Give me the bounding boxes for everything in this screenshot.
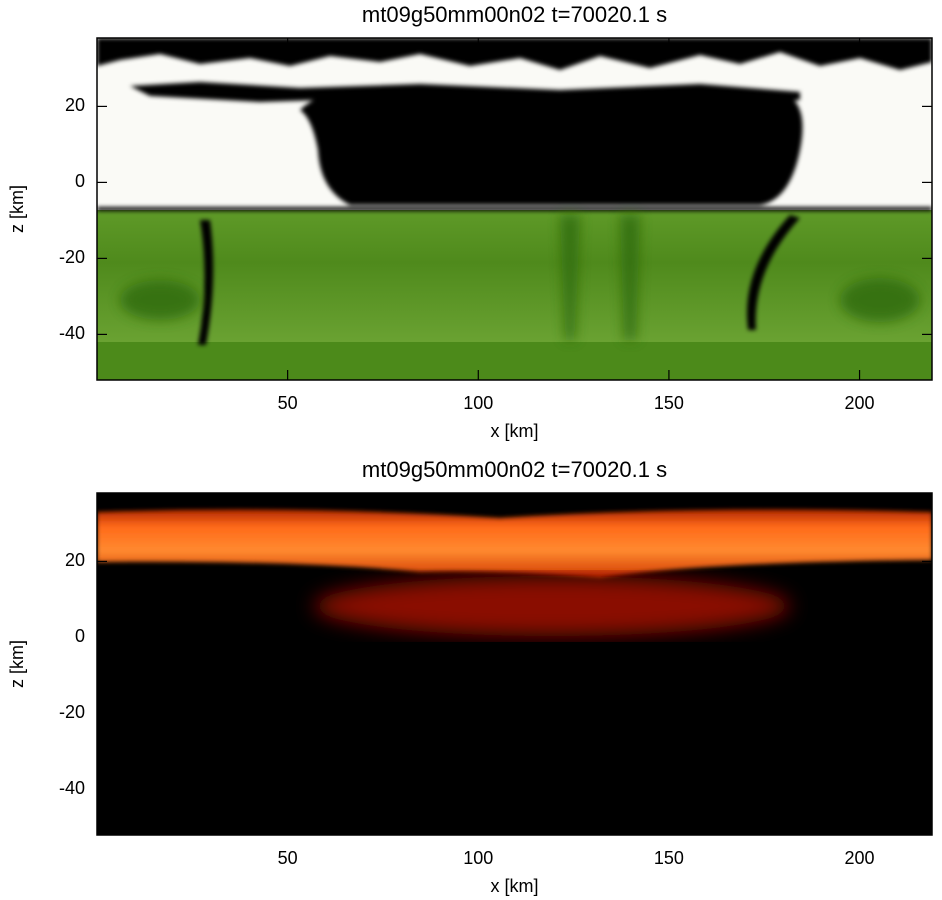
y-tick-label: -40	[59, 323, 85, 343]
y-tick-label: 20	[65, 95, 85, 115]
y-tick-label: -20	[59, 247, 85, 267]
x-tick-label: 200	[845, 393, 875, 413]
y-tick-label: 0	[75, 626, 85, 646]
x-tick-label: 100	[463, 393, 493, 413]
chart-title: mt09g50mm00n02 t=70020.1 s	[362, 2, 667, 27]
chart-title: mt09g50mm00n02 t=70020.1 s	[362, 457, 667, 482]
y-tick-label: -40	[59, 778, 85, 798]
field-image-bottom	[97, 493, 932, 835]
x-axis-label: x [km]	[491, 876, 539, 896]
x-axis-label: x [km]	[491, 421, 539, 441]
y-tick-label: 0	[75, 171, 85, 191]
x-tick-label: 150	[654, 393, 684, 413]
plot-frame	[96, 492, 933, 836]
x-tick-label: 50	[278, 393, 298, 413]
x-tick-label: 100	[463, 848, 493, 868]
y-tick-label: -20	[59, 702, 85, 722]
x-tick-label: 150	[654, 848, 684, 868]
y-axis-label: z [km]	[7, 640, 27, 688]
field-image-top	[97, 38, 932, 380]
plot-frame	[96, 37, 933, 381]
y-axis-label: z [km]	[7, 185, 27, 233]
x-tick-label: 200	[845, 848, 875, 868]
x-tick-label: 50	[278, 848, 298, 868]
y-tick-label: 20	[65, 550, 85, 570]
